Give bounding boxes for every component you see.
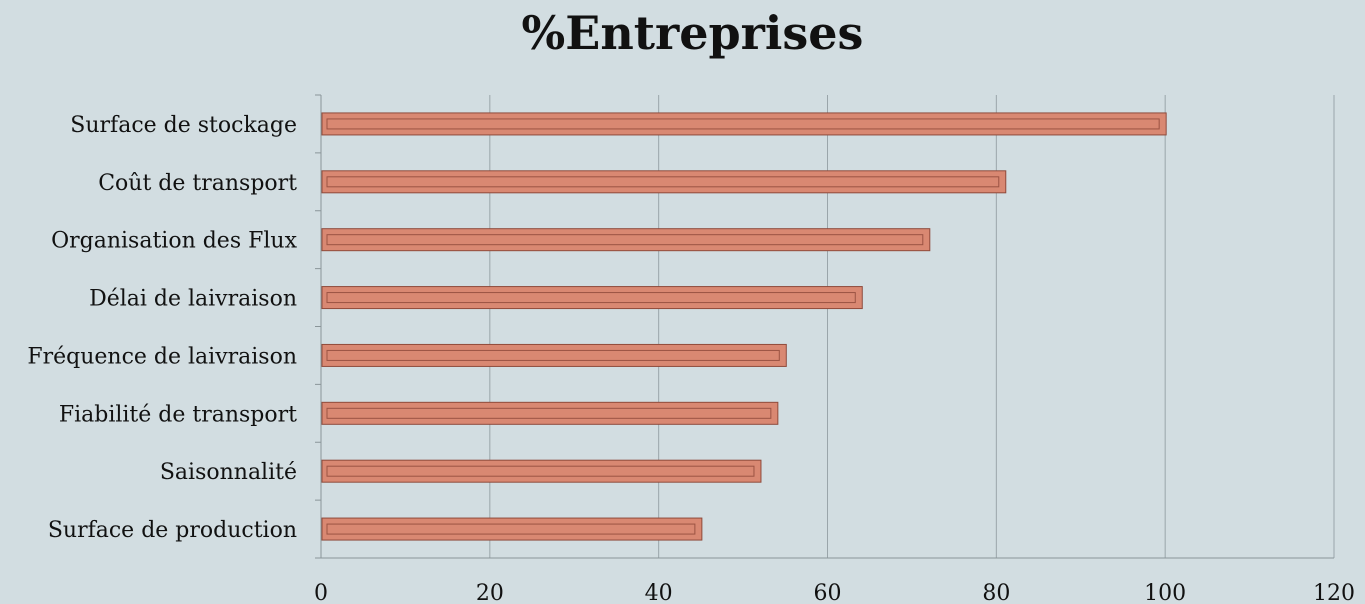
bar-7 [321, 459, 762, 483]
bar-1 [321, 112, 1167, 136]
bar-inner-7 [326, 465, 755, 477]
category-label: Fiabilité de transport [59, 402, 297, 427]
bar-3 [321, 228, 931, 252]
bar-4 [321, 286, 863, 310]
category-label: Organisation des Flux [51, 229, 298, 254]
bar-inner-5 [326, 349, 780, 361]
bar-inner-6 [326, 407, 772, 419]
x-tick-label: 100 [1144, 581, 1186, 604]
bar-2 [321, 170, 1007, 194]
x-tick-label: 120 [1313, 581, 1355, 604]
bar-inner-1 [326, 118, 1160, 130]
x-tick-label: 60 [814, 581, 842, 604]
x-tick-label: 0 [314, 581, 328, 604]
x-tick-label: 20 [476, 581, 504, 604]
category-label: Délai de laivraison [89, 287, 297, 312]
category-label: Coût de transport [98, 171, 297, 196]
bar-inner-2 [326, 176, 1000, 188]
chart-title: %Entreprises [521, 6, 864, 60]
bar-6 [321, 401, 779, 425]
bar-inner-8 [326, 523, 696, 535]
category-label: Surface de stockage [70, 113, 297, 138]
x-tick-label: 40 [645, 581, 673, 604]
bar-8 [321, 517, 703, 541]
category-label: Fréquence de laivraison [27, 344, 297, 369]
bar-inner-3 [326, 234, 924, 246]
x-tick-label: 80 [982, 581, 1010, 604]
bar-5 [321, 343, 787, 367]
bar-inner-4 [326, 292, 856, 304]
category-label: Saisonnalité [160, 460, 297, 485]
category-label: Surface de production [48, 518, 297, 543]
